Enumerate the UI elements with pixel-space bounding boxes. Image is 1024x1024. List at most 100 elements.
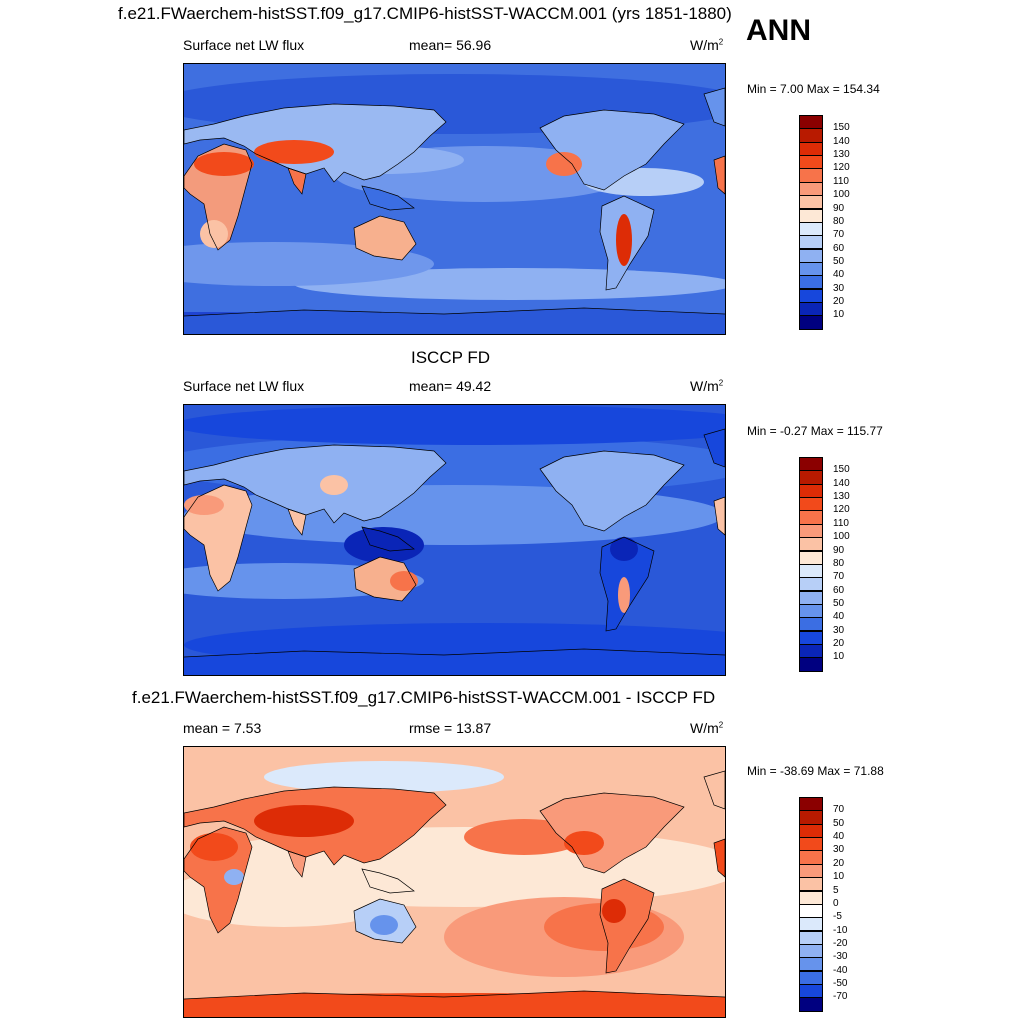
figure-title: f.e21.FWaerchem-histSST.f09_g17.CMIP6-hi… <box>118 4 732 23</box>
map-field-contour <box>320 475 348 495</box>
colorbar-swatch <box>799 643 823 659</box>
colorbar-swatch <box>799 930 823 945</box>
colorbar-tick-label: 30 <box>833 282 845 294</box>
map-field-contour <box>190 833 238 861</box>
map-field-contour <box>564 831 604 855</box>
coastline-africa <box>184 484 253 592</box>
panel-model-minmax: Min = 7.00 Max = 154.34 <box>747 82 880 96</box>
colorbar-swatch <box>799 483 823 498</box>
coastline-eurasia <box>184 444 447 524</box>
colorbar-swatch <box>799 470 823 485</box>
map-field-contour <box>200 220 228 248</box>
map-land-field-seasia <box>362 869 414 893</box>
coastline-samerica <box>599 878 655 974</box>
colorbar-tick-label: 70 <box>833 804 845 816</box>
coastline-seasia <box>361 185 415 211</box>
colorbar-tick-label: 80 <box>833 557 845 569</box>
colorbar-tick-label: 50 <box>833 255 845 267</box>
colorbar-tick-label: -20 <box>833 937 848 949</box>
colorbar-swatch <box>799 221 823 237</box>
colorbar-swatch <box>799 301 823 317</box>
map-land-field-africa2 <box>714 839 725 877</box>
colorbar-tick-label: 50 <box>833 817 845 829</box>
colorbar-swatch <box>799 155 823 170</box>
coastline-africa <box>184 826 253 934</box>
map-field-contour <box>254 805 354 837</box>
colorbar-tick-label: 130 <box>833 491 850 502</box>
colorbar-tick-label: 140 <box>833 135 850 147</box>
colorbar-tick-label: 140 <box>833 477 850 489</box>
colorbar-swatch <box>799 917 823 932</box>
map-field-contour <box>194 152 254 176</box>
colorbar-swatch <box>799 457 823 472</box>
colorbar-tick-label: -70 <box>833 991 848 1003</box>
map-land-field-australia <box>354 216 416 260</box>
map-field-contour <box>184 405 725 445</box>
coastline-antarctica <box>184 648 725 658</box>
coastline-india <box>287 850 307 878</box>
colorbar-swatch <box>799 168 823 183</box>
colorbar-swatch <box>799 523 823 539</box>
map-field-contour <box>370 915 398 935</box>
colorbar-swatch <box>799 288 823 303</box>
panel-obs-title: ISCCP FD <box>411 348 491 367</box>
coastline-africa2 <box>713 496 725 536</box>
map-land-field-greenland <box>704 771 725 809</box>
panel-diff-title: f.e21.FWaerchem-histSST.f09_g17.CMIP6-hi… <box>132 688 716 707</box>
colorbar-tick-label: 120 <box>833 504 850 516</box>
map-land-field-greenland <box>704 88 725 126</box>
colorbar-swatch <box>799 510 823 525</box>
colorbar-swatch <box>799 823 823 838</box>
panel-diff-minmax: Min = -38.69 Max = 71.88 <box>747 764 884 778</box>
map-field-contour <box>610 537 638 561</box>
coastline-india <box>287 167 307 195</box>
colorbar-swatch <box>799 943 823 959</box>
colorbar-tick-label: 70 <box>833 229 845 241</box>
panel-diff-units: W/m2 <box>690 720 724 736</box>
colorbar-swatch <box>799 837 823 852</box>
colorbar-swatch <box>799 275 823 290</box>
coastline-eurasia <box>184 786 447 866</box>
coastline-namerica <box>539 450 685 532</box>
coastline-seasia <box>361 526 415 552</box>
coastline-australia <box>353 898 417 944</box>
colorbar-swatch <box>799 970 823 985</box>
colorbar-swatch <box>799 863 823 879</box>
colorbar-tick-label: -10 <box>833 924 848 936</box>
colorbar-swatch <box>799 997 823 1012</box>
map-field-contour <box>264 761 504 793</box>
colorbar-tick-label: 90 <box>833 544 845 556</box>
colorbar-tick-label: 20 <box>833 295 845 307</box>
coastline-greenland <box>703 87 725 127</box>
map-field-contour <box>616 214 632 266</box>
coastline-samerica <box>599 536 655 632</box>
colorbar-swatch <box>799 537 823 552</box>
panel-obs-units: W/m2 <box>690 378 724 394</box>
colorbar-swatch <box>799 181 823 197</box>
colorbar-swatch <box>799 850 823 865</box>
colorbar-swatch <box>799 797 823 812</box>
coastline-india <box>287 508 307 536</box>
colorbar-tick-label: 10 <box>833 871 845 883</box>
colorbar-tick-label: -30 <box>833 951 848 963</box>
colorbar-tick-label: 40 <box>833 269 845 281</box>
colorbar-swatch <box>799 235 823 250</box>
coastline-samerica <box>599 195 655 291</box>
coastline-namerica <box>539 792 685 874</box>
map-land-field-eurasia <box>184 445 446 523</box>
panel-model-mean: mean= 56.96 <box>409 37 492 53</box>
colorbar-swatch <box>799 603 823 619</box>
map-land-field-africa2 <box>714 156 725 194</box>
colorbar-swatch <box>799 810 823 825</box>
panel-model-units: W/m2 <box>690 37 724 53</box>
colorbar-tick-label: 110 <box>833 175 849 187</box>
map-field-contour <box>546 152 582 176</box>
colorbar-tick-label: 60 <box>833 242 845 254</box>
colorbar-tick-label: 130 <box>833 149 850 160</box>
map-land-field-india <box>288 851 306 877</box>
colorbar-tick-label: 60 <box>833 584 845 596</box>
colorbar-tick-label: 5 <box>833 884 839 896</box>
colorbar-tick-label: -5 <box>833 911 842 923</box>
colorbar-tick-label: 20 <box>833 857 845 869</box>
panel-obs-mean: mean= 49.42 <box>409 378 492 394</box>
